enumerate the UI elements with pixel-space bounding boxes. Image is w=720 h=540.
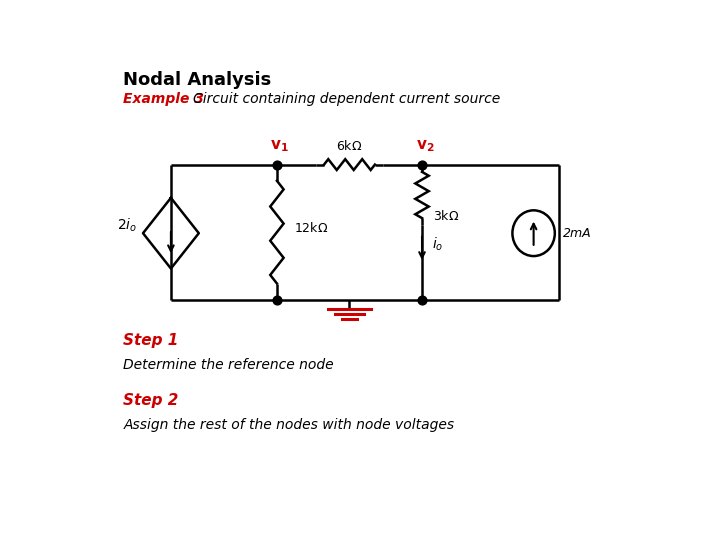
Text: Step 2: Step 2 bbox=[124, 393, 179, 408]
Text: Assign the rest of the nodes with node voltages: Assign the rest of the nodes with node v… bbox=[124, 418, 454, 432]
Point bbox=[416, 160, 428, 169]
Text: $i_o$: $i_o$ bbox=[432, 235, 444, 253]
Point bbox=[416, 295, 428, 304]
Text: Nodal Analysis: Nodal Analysis bbox=[124, 71, 271, 89]
Point bbox=[271, 160, 283, 169]
Text: 6k$\Omega$: 6k$\Omega$ bbox=[336, 139, 363, 153]
Text: $\mathbf{v_2}$: $\mathbf{v_2}$ bbox=[415, 138, 434, 154]
Text: Determine the reference node: Determine the reference node bbox=[124, 358, 334, 372]
Text: $2i_o$: $2i_o$ bbox=[117, 216, 138, 234]
Point bbox=[271, 295, 283, 304]
Text: 3k$\Omega$: 3k$\Omega$ bbox=[433, 209, 459, 223]
Text: Circuit containing dependent current source: Circuit containing dependent current sou… bbox=[193, 92, 500, 106]
Text: Step 1: Step 1 bbox=[124, 333, 179, 348]
Text: Example 3: Example 3 bbox=[124, 92, 204, 106]
Text: 2mA: 2mA bbox=[563, 227, 592, 240]
Text: 12k$\Omega$: 12k$\Omega$ bbox=[294, 221, 328, 235]
Text: $\mathbf{v_1}$: $\mathbf{v_1}$ bbox=[270, 138, 289, 154]
